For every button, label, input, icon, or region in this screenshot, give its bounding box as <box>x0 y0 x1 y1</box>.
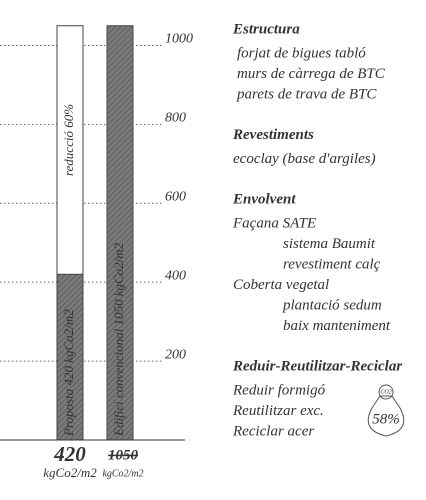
section-subitem: revestiment calç <box>283 256 381 272</box>
reference-label: reducció 60% <box>61 104 76 176</box>
section-subitem: plantació sedum <box>282 297 382 313</box>
section-subitem: sistema Baumit <box>283 236 376 252</box>
section-item: murs de càrrega de BTC <box>237 66 386 82</box>
y-tick-label: 800 <box>165 111 186 126</box>
section-item: ecoclay (base d'argiles) <box>233 151 376 167</box>
value-label: 420 <box>53 442 86 466</box>
bar <box>106 25 134 441</box>
badge-value: 58% <box>372 411 400 427</box>
badge-top <box>378 384 394 400</box>
y-tick-label: 200 <box>165 347 186 362</box>
section-heading: Estructura <box>232 21 300 37</box>
co2-badge: CO2 58% <box>367 384 405 437</box>
bar-label: Proposta 420 kgCo2/m2 <box>61 309 76 437</box>
badge-label: CO2 <box>380 389 391 395</box>
bar-label: Edifici convencional 1050 kgCo2/m2 <box>111 242 126 437</box>
section-item: Façana SATE <box>232 215 316 231</box>
section-heading: Revestiments <box>232 127 314 143</box>
unit-label: kgCo2/m2 <box>102 468 143 479</box>
section-item: forjat de bigues tabló <box>237 45 366 61</box>
section-heading: Reduir-Reutilitzar-Reciclar <box>232 358 402 374</box>
y-tick-label: 400 <box>165 268 186 283</box>
section-subitem: baix manteniment <box>283 318 391 334</box>
section-item: Reutilitzar exc. <box>232 403 324 419</box>
badge-shape <box>367 395 405 437</box>
section-heading: Envolvent <box>232 191 296 207</box>
y-tick-label: 1000 <box>165 32 193 47</box>
section-item: Coberta vegetal <box>233 277 329 293</box>
value-label: 1050 <box>108 447 139 463</box>
unit-label: kgCo2/m2 <box>43 465 97 480</box>
section-item: Reduir formigó <box>232 382 326 398</box>
y-tick-label: 600 <box>165 189 186 204</box>
section-item: parets de trava de BTC <box>236 86 377 102</box>
section-item: Reciclar acer <box>232 423 314 439</box>
